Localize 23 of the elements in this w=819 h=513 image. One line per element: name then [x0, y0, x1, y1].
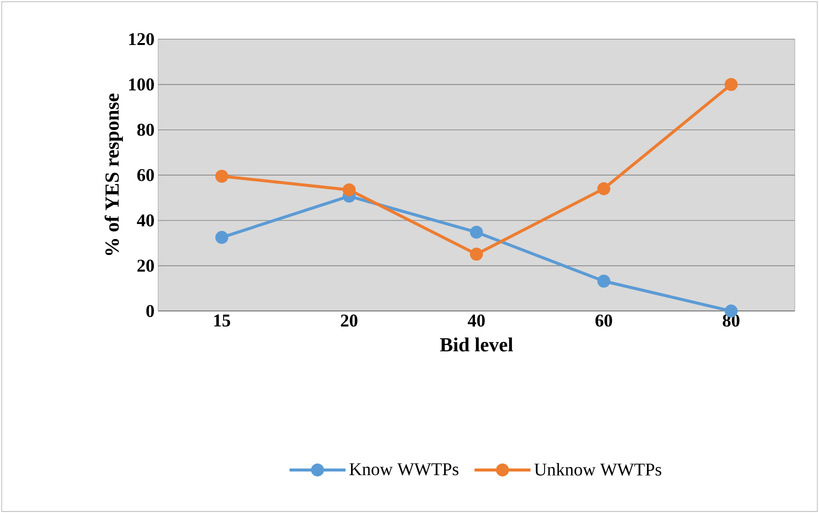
- point: [470, 248, 483, 261]
- x-axis-title: Bid level: [440, 337, 513, 352]
- y-tick-label: 40: [136, 214, 154, 226]
- y-tick-label: 80: [137, 124, 154, 136]
- point: [597, 274, 610, 288]
- y-tick-label: 60: [137, 168, 154, 182]
- point: [597, 182, 610, 196]
- y-tick-label: 0: [146, 304, 154, 318]
- y-tick-label: 120: [129, 33, 154, 46]
- x-tick-label: 60: [595, 314, 612, 327]
- point: [215, 170, 228, 183]
- y-axis-title: % of YES response: [104, 94, 123, 255]
- point: [470, 226, 483, 239]
- x-tick-label: 40: [468, 314, 485, 327]
- x-tick-label: 15: [214, 314, 230, 326]
- legend-label: Unknow WWTPs: [534, 462, 662, 476]
- y-tick-label: 100: [129, 78, 154, 90]
- point: [724, 78, 738, 91]
- y-tick-label: 20: [137, 260, 154, 272]
- legend-label: Know WWTPs: [350, 463, 458, 476]
- point: [215, 230, 228, 244]
- point: [342, 183, 356, 196]
- x-tick-label: 20: [340, 314, 358, 327]
